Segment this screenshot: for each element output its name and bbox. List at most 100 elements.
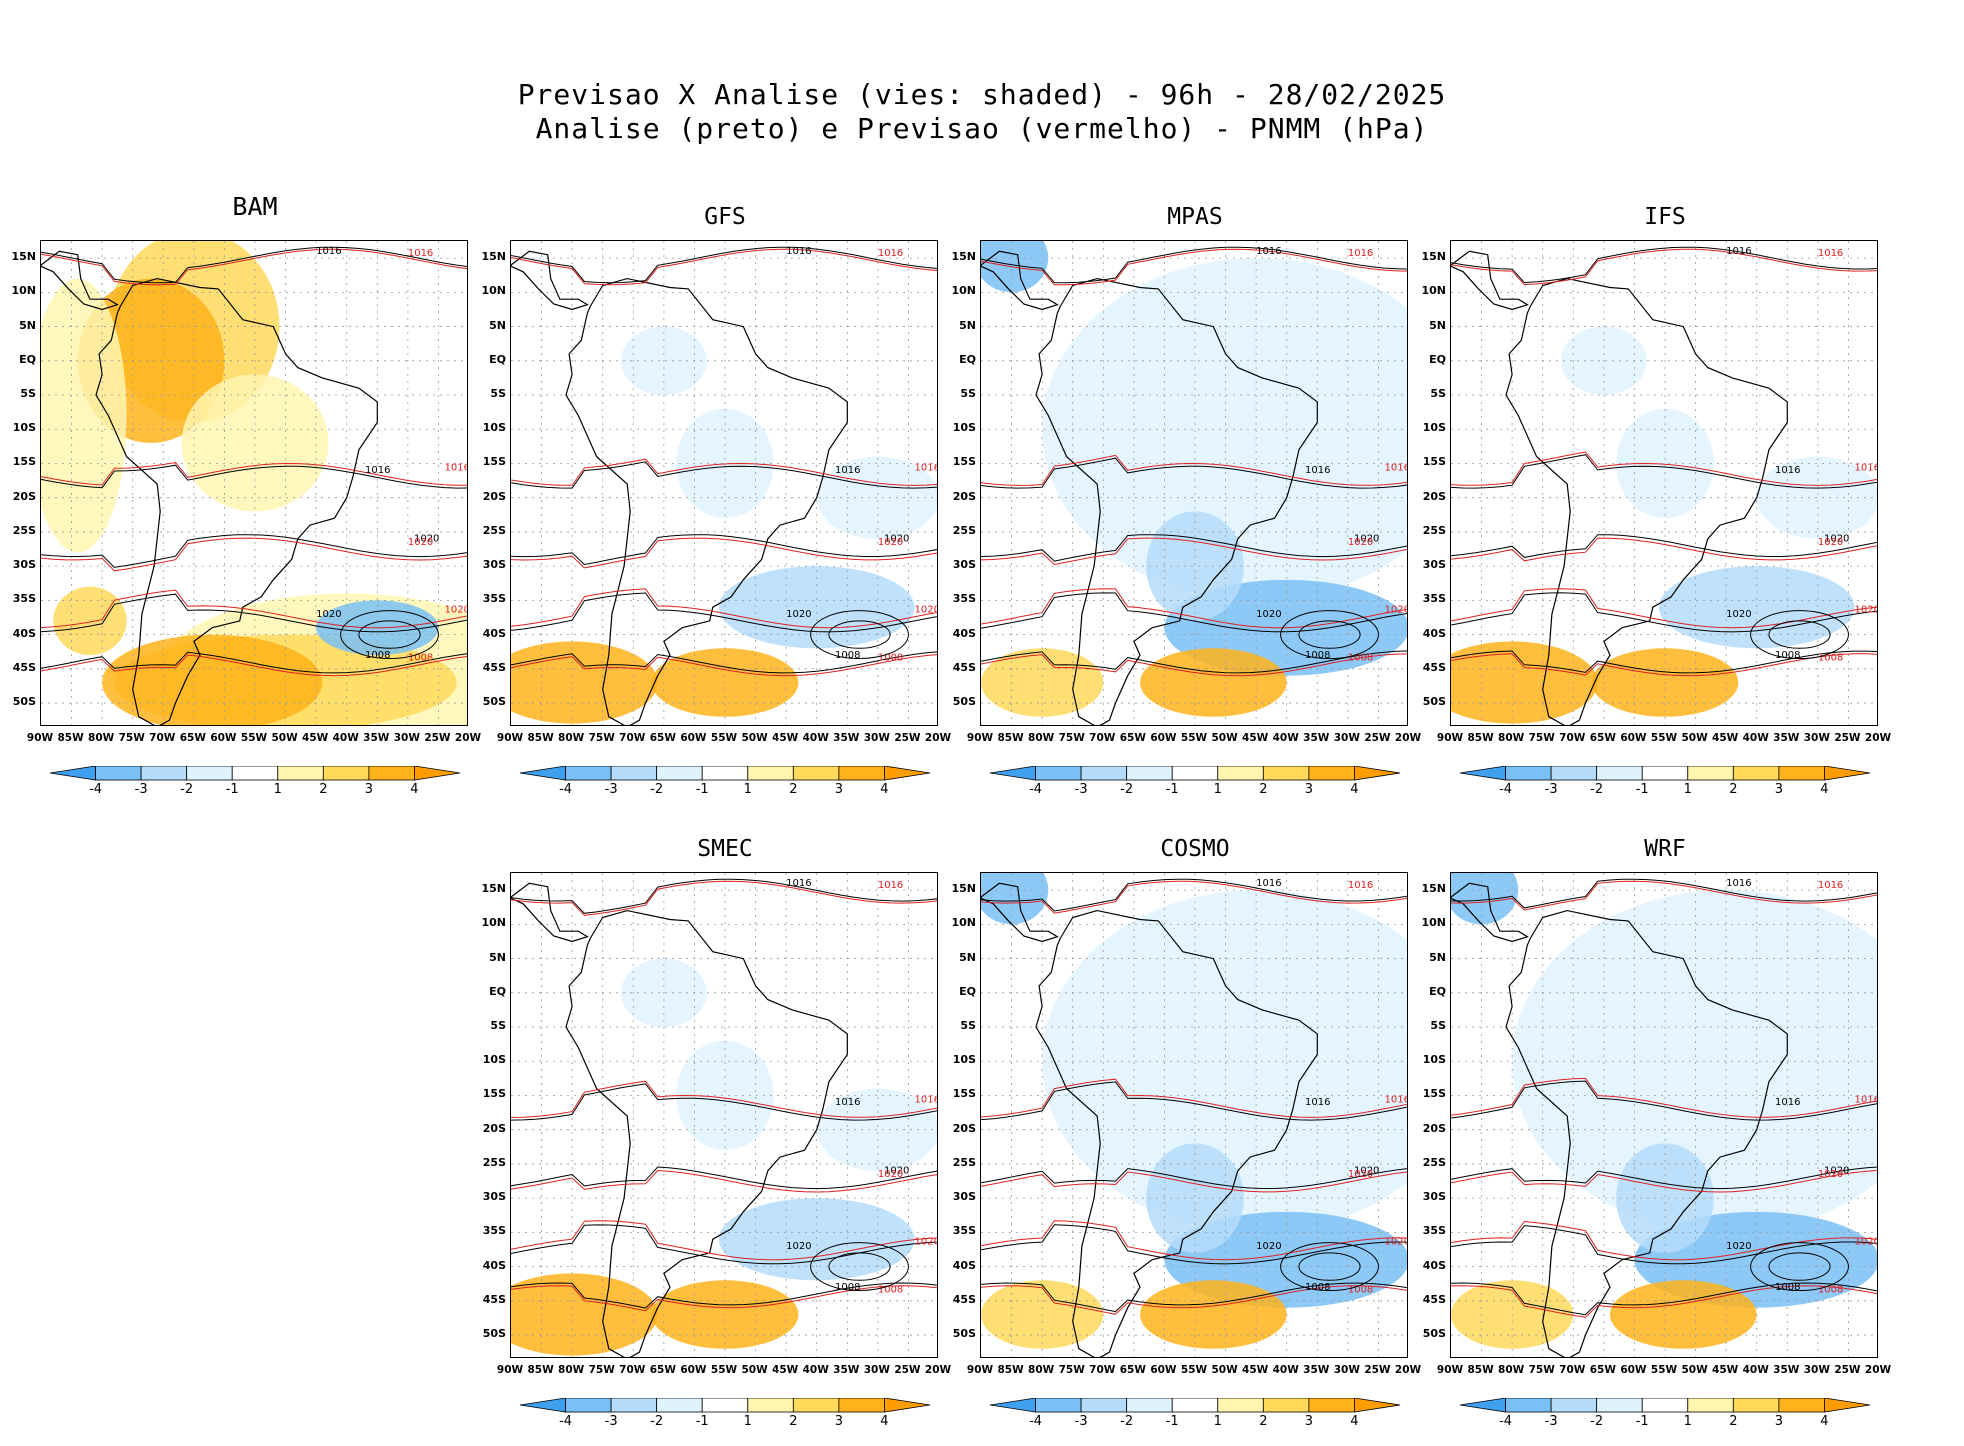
isobar-label: 1008 — [835, 1282, 860, 1293]
colorbar-swatch — [186, 765, 233, 781]
longitude-tick-label: 35W — [1773, 1364, 1800, 1376]
longitude-tick-label: 50W — [271, 732, 298, 744]
longitude-tick-label: 25W — [1364, 732, 1391, 744]
longitude-tick-label: 55W — [710, 1364, 738, 1376]
latitude-tick-label: 40S — [952, 1258, 976, 1272]
latitude-tick-label: 20S — [952, 489, 976, 503]
latitude-tick-label: 30S — [952, 1190, 976, 1204]
latitude-tick-label: 50S — [952, 1327, 976, 1341]
longitude-tick-label: 50W — [1681, 732, 1708, 744]
latitude-tick-label: 50S — [1422, 695, 1446, 709]
panel-gfs: GFS 1016 1016 1016 1016 1020 1020 1020 1020 1008… — [470, 204, 951, 814]
latitude-tick-label: 15S — [952, 1087, 976, 1101]
longitude-tick-label: 30W — [393, 732, 420, 744]
colorbar-swatch — [1126, 1397, 1173, 1413]
isobar-label: 1020 — [1256, 1241, 1281, 1252]
latitude-tick-label: 10N — [1421, 284, 1446, 298]
figure-title-line-1: Previsao X Analise (vies: shaded) - 96h … — [517, 78, 1447, 111]
colorbar-tick-label: 4 — [1820, 782, 1829, 797]
forecast-isobar — [511, 880, 937, 916]
colorbar-swatch — [95, 765, 142, 781]
latitude-tick-label: 5S — [960, 387, 976, 400]
analysis-isobar — [981, 457, 1407, 489]
colorbar-swatch — [1459, 1397, 1506, 1413]
latitude-tick-label: 5N — [489, 950, 506, 964]
forecast-isobar-label: 1016 — [915, 1094, 938, 1105]
longitude-tick-label: 85W — [1467, 732, 1494, 744]
longitude-tick-label: 80W — [1498, 1364, 1525, 1376]
latitude-tick-label: 35S — [952, 592, 976, 606]
colorbar-swatch — [1354, 765, 1401, 781]
analysis-isobar — [981, 592, 1407, 633]
forecast-isobar-label: 1016 — [1348, 880, 1373, 891]
forecast-isobar — [1451, 1077, 1877, 1118]
colorbar-tick-label: 4 — [880, 1414, 889, 1429]
forecast-isobar-label: 1016 — [445, 462, 468, 473]
isobar-label: 1020 — [1256, 609, 1281, 620]
colorbar-tick-label: 2 — [319, 782, 328, 797]
bias-shading-region — [1451, 873, 1519, 925]
south-america-coastline — [1505, 277, 1788, 725]
latitude-tick-label: 10S — [482, 1053, 506, 1067]
isobar-label: 1016 — [786, 878, 811, 889]
colorbar: -4 -3 -2 -1 1 2 3 4 — [989, 765, 1401, 806]
longitude-tick-label: 35W — [1303, 1364, 1330, 1376]
longitude-tick-label: 20W — [1864, 1364, 1892, 1376]
latitude-tick-label: 5S — [490, 387, 506, 400]
colorbar-tick-label: -1 — [1635, 1414, 1649, 1429]
longitude-tick-label: 20W — [1394, 732, 1422, 744]
latitude-tick-label: 30S — [482, 558, 506, 572]
colorbar-tick-label: -3 — [1074, 1414, 1088, 1429]
colorbar-swatches — [989, 1397, 1401, 1413]
latitude-tick-label: 50S — [952, 695, 976, 709]
colorbar-swatch — [49, 765, 96, 781]
isobar-label: 1016 — [835, 1097, 860, 1108]
colorbar-tick-label: 1 — [1683, 782, 1692, 797]
colorbar-swatch — [368, 765, 415, 781]
forecast-isobar-label: 1020 — [915, 1237, 938, 1248]
analysis-isobar — [511, 246, 937, 284]
forecast-isobar-label: 1020 — [445, 605, 468, 616]
forecast-isobar — [1451, 880, 1877, 911]
colorbar: -4 -3 -2 -1 1 2 3 4 — [989, 1397, 1401, 1438]
longitude-tick-label: 40W — [802, 732, 829, 744]
colorbar-tick-label: -4 — [1029, 782, 1043, 797]
forecast-isobar — [981, 588, 1407, 629]
latitude-tick-label: 20S — [1422, 489, 1446, 503]
latitude-tick-label: 30S — [1422, 558, 1446, 572]
forecast-isobar — [511, 1169, 937, 1193]
forecast-isobar-label: 1016 — [1855, 462, 1878, 473]
colorbar-swatches — [519, 1397, 931, 1413]
colorbar-tick-label: -3 — [604, 1414, 618, 1429]
forecast-isobar — [511, 1285, 937, 1312]
panel-title: GFS — [704, 204, 746, 230]
longitude-tick-label: 20W — [454, 732, 482, 744]
longitude-tick-label: 70W — [619, 732, 646, 744]
bias-shading-region — [511, 1273, 658, 1356]
isobar-label: 1020 — [1824, 533, 1849, 544]
map-plot-area: 1016 1016 1016 1016 1020 1020 1020 1020 1008 1008 — [40, 240, 468, 726]
colorbar-tick-label: -3 — [1544, 782, 1558, 797]
south-america-coastline — [1505, 909, 1788, 1357]
colorbar-tick-label: -1 — [1165, 782, 1179, 797]
latitude-tick-label: EQ — [489, 984, 506, 998]
latitude-tick-label: 50S — [482, 1327, 506, 1341]
colorbar-swatch — [838, 765, 885, 781]
forecast-isobar — [981, 880, 1407, 914]
colorbar-swatch — [1308, 1397, 1355, 1413]
longitude-tick-label: 60W — [1150, 732, 1177, 744]
colorbar-swatch — [1732, 1397, 1780, 1413]
longitude-tick-label: 90W — [496, 1364, 524, 1376]
latitude-tick-label: 15S — [1422, 455, 1446, 469]
panel-title: BAM — [232, 192, 278, 221]
latitude-tick-label: 40S — [952, 626, 976, 640]
longitude-tick-label: 80W — [88, 732, 115, 744]
map-plot-area: 1016 1016 1016 1016 1020 1020 1020 1020 1008 1008 — [1450, 872, 1878, 1358]
colorbar-swatch — [231, 765, 279, 781]
longitude-tick-label: 75W — [588, 1364, 615, 1376]
high-pressure-contour — [828, 620, 891, 649]
forecast-isobar-label: 1020 — [1818, 1169, 1843, 1180]
